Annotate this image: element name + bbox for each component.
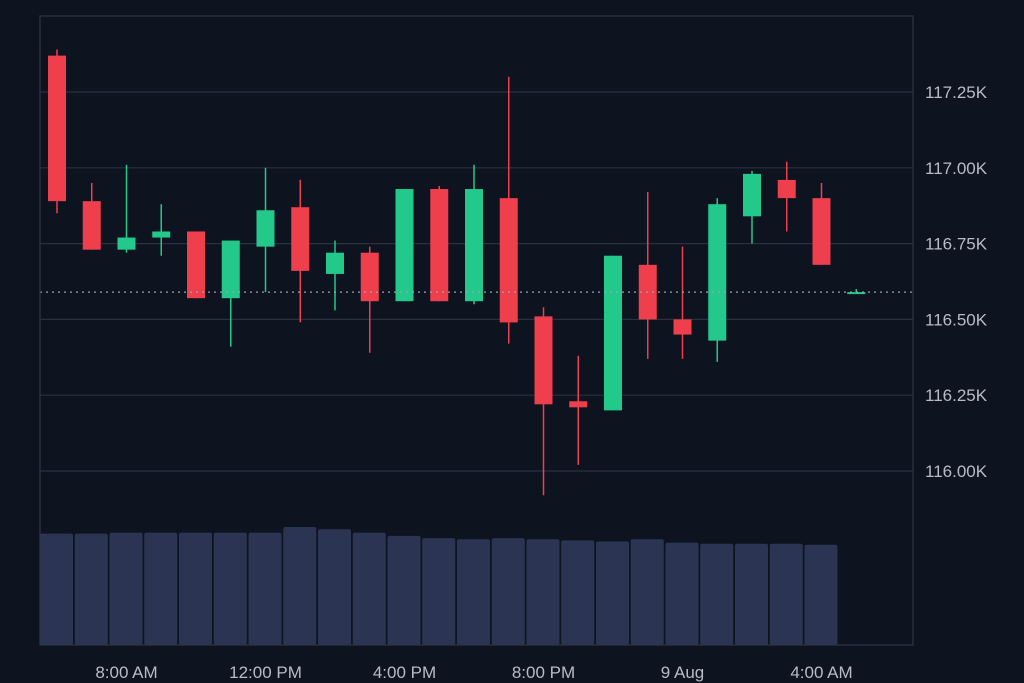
candle-7[interactable] [291, 179, 310, 323]
candle-21[interactable] [777, 161, 796, 232]
candle-body-18 [673, 319, 692, 335]
candle-body-11 [430, 189, 449, 302]
x-tick-label-3: 8:00 PM [512, 663, 575, 682]
volume-bars [40, 527, 838, 645]
x-tick-label-4: 9 Aug [661, 663, 705, 682]
candle-8[interactable] [326, 240, 344, 311]
volume-bar-13 [491, 538, 525, 645]
volume-bar-7 [283, 527, 317, 645]
x-tick-label-0: 8:00 AM [95, 663, 157, 682]
candle-0[interactable] [48, 49, 66, 214]
candle-16[interactable] [604, 255, 622, 411]
volume-bar-6 [248, 532, 282, 645]
y-axis: 117.25K 117.00K 116.75K 116.50K 116.25K 116.0… [925, 83, 988, 481]
candle-body-0 [48, 55, 66, 202]
volume-bar-8 [318, 529, 351, 645]
candle-body-1 [82, 201, 101, 250]
candle-body-3 [152, 231, 171, 238]
candle-body-9 [360, 252, 379, 302]
y-tick-label-3: 116.50K [925, 310, 988, 329]
candle-12[interactable] [465, 164, 483, 305]
y-tick-label-4: 116.25K [925, 386, 988, 405]
candle-18[interactable] [673, 246, 692, 359]
volume-bar-1 [74, 533, 108, 645]
volume-bar-5 [213, 532, 247, 645]
candle-body-7 [291, 207, 310, 271]
candle-9[interactable] [360, 246, 379, 353]
volume-bar-20 [735, 543, 768, 645]
candle-body-8 [326, 252, 344, 274]
x-tick-label-1: 12:00 PM [229, 663, 302, 682]
candle-body-20 [743, 173, 761, 217]
volume-bar-2 [109, 532, 143, 645]
y-tick-label-0: 117.25K [925, 83, 988, 102]
candle-body-6 [256, 210, 275, 247]
y-tick-label-1: 117.00K [925, 159, 988, 178]
candle-11[interactable] [430, 185, 449, 302]
candle-22[interactable] [812, 182, 831, 265]
candle-body-5 [221, 240, 240, 299]
candle-body-16 [604, 255, 622, 411]
candle-body-23 [847, 292, 866, 295]
candle-body-14 [534, 316, 553, 405]
candle-6[interactable] [256, 167, 275, 293]
volume-bar-16 [596, 541, 629, 645]
candle-body-15 [569, 401, 588, 408]
candle-13[interactable] [499, 76, 518, 344]
volume-bar-12 [457, 539, 490, 645]
candle-body-22 [812, 198, 831, 265]
volume-bar-10 [387, 535, 421, 645]
candle-5[interactable] [221, 240, 240, 347]
candle-body-2 [117, 237, 136, 250]
candle-10[interactable] [395, 189, 414, 302]
volume-bar-22 [804, 544, 838, 645]
candle-body-10 [395, 189, 414, 302]
volume-bar-21 [769, 543, 803, 645]
candle-19[interactable] [708, 198, 727, 362]
volume-bar-3 [144, 532, 178, 645]
volume-bar-0 [40, 533, 73, 645]
x-axis: 8:00 AM 12:00 PM 4:00 PM 8:00 PM 9 Aug 4:00 A… [95, 663, 852, 682]
y-tick-label-5: 116.00K [925, 462, 988, 481]
candle-body-13 [499, 198, 518, 323]
plot-border [39, 15, 914, 646]
volume-bar-9 [352, 532, 386, 645]
candle-20[interactable] [743, 170, 761, 244]
candle-3[interactable] [152, 204, 171, 256]
candle-body-12 [465, 189, 483, 302]
y-tick-label-2: 116.75K [925, 235, 988, 254]
volume-bar-15 [561, 540, 595, 645]
volume-bar-19 [700, 543, 734, 645]
volume-bar-18 [665, 542, 699, 645]
candle-2[interactable] [117, 164, 136, 253]
candles [48, 49, 866, 496]
x-tick-label-2: 4:00 PM [373, 663, 436, 682]
x-tick-label-5: 4:00 AM [790, 663, 852, 682]
volume-bar-4 [179, 532, 212, 645]
candle-body-19 [708, 204, 727, 341]
candle-body-21 [777, 179, 796, 199]
volume-bar-14 [526, 539, 560, 645]
volume-bar-11 [422, 538, 456, 645]
candle-15[interactable] [569, 355, 588, 465]
volume-bar-17 [630, 539, 664, 645]
candle-4[interactable] [187, 231, 205, 299]
candle-14[interactable] [534, 307, 553, 496]
candle-body-4 [187, 231, 205, 299]
candle-1[interactable] [82, 182, 101, 250]
plot-frame [39, 15, 914, 646]
